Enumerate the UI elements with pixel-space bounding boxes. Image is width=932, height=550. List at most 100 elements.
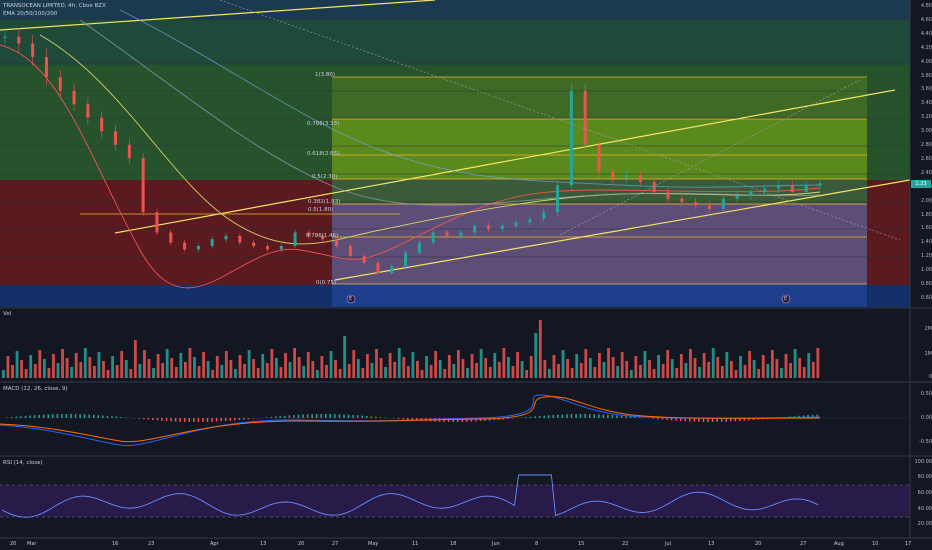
fib-zones: [0, 0, 910, 307]
earnings-marker-1[interactable]: E: [349, 296, 353, 302]
volume-bar: [420, 370, 424, 378]
macd-hist-bar: [74, 414, 77, 418]
macd-hist-bar: [302, 414, 304, 418]
macd-hist-bar: [652, 418, 655, 419]
candle-body: [335, 239, 339, 246]
volume-bar: [434, 351, 438, 378]
volume-bar: [511, 366, 515, 378]
volume-bar: [548, 369, 551, 378]
volume-bar: [752, 360, 756, 378]
volume-bar: [234, 369, 237, 378]
time-tick: 20: [298, 541, 305, 547]
candle-body: [238, 235, 242, 243]
volume-bar: [607, 348, 610, 378]
volume-bar: [534, 333, 538, 378]
macd-hist-bar: [457, 418, 459, 422]
volume-bar: [206, 361, 210, 378]
volume-bar: [725, 352, 729, 378]
volume-bar: [488, 367, 492, 378]
macd-hist-bar: [639, 417, 641, 418]
volume-bar: [174, 367, 178, 378]
macd-hist-bar: [811, 414, 814, 418]
volume-bar: [484, 358, 488, 378]
candle-body: [569, 90, 573, 186]
volume-bar: [616, 366, 620, 378]
volume-bar: [70, 367, 74, 378]
candle-body: [224, 235, 228, 240]
candle-body: [417, 242, 421, 253]
macd-hist-bar: [238, 418, 241, 420]
macd-hist-bar: [661, 418, 664, 420]
macd-hist-bar: [170, 418, 172, 422]
candle-body: [17, 36, 21, 44]
candle-body: [445, 232, 449, 236]
volume-bar: [252, 359, 256, 378]
macd-hist-bar: [716, 418, 718, 422]
time-tick: Jun: [492, 541, 500, 547]
macd-hist-bar: [247, 418, 250, 420]
price-tick: 3.00: [920, 128, 932, 135]
volume-bar: [197, 366, 201, 378]
fib-label-0618: 0.618(2.65): [307, 151, 340, 157]
macd-hist-bar: [206, 418, 209, 422]
macd-hist-bar: [679, 418, 682, 421]
volume-bar: [507, 357, 510, 378]
volume-bar: [730, 361, 733, 378]
volume-bar: [138, 364, 142, 378]
macd-hist-bar: [802, 415, 805, 418]
volume-bar: [689, 349, 692, 378]
macd-hist-bar: [393, 418, 395, 419]
volume-bar: [557, 364, 560, 378]
macd-hist-bar: [347, 414, 350, 418]
volume-bar: [329, 351, 333, 378]
macd-hist-bar: [243, 418, 245, 420]
volume-bar: [20, 360, 23, 378]
volume-bar: [133, 340, 137, 378]
macd-hist-bar: [147, 418, 150, 420]
fib-label-05: 0.5(2.30): [312, 174, 338, 180]
time-tick: 15: [578, 541, 585, 547]
volume-bar: [470, 354, 474, 378]
volume-bar: [629, 370, 633, 378]
macd-hist-bar: [215, 418, 218, 422]
candle-body: [459, 232, 463, 236]
macd-hist-bar: [83, 414, 86, 418]
volume-bar: [11, 365, 14, 378]
volume-bar: [275, 358, 278, 378]
candle-body: [3, 36, 7, 38]
fib-label-1: 1(3.80): [315, 72, 336, 78]
candle-body: [749, 192, 753, 196]
volume-bar: [602, 362, 606, 378]
macd-hist-bar: [552, 414, 555, 418]
candle-body: [307, 232, 311, 236]
macd-hist-bar: [730, 418, 732, 422]
candle-body: [638, 175, 642, 182]
macd-hist-bar: [143, 418, 145, 420]
candle-body: [625, 175, 629, 179]
fib-lines: [80, 76, 867, 285]
volume-bar: [74, 353, 78, 378]
earnings-markers[interactable]: [346, 294, 791, 304]
earnings-marker-2[interactable]: E: [784, 296, 788, 302]
rsi-tick-20: 20.00: [917, 521, 932, 527]
candle-body: [721, 198, 725, 209]
volume-bar: [461, 359, 465, 378]
macd-hist-bar: [56, 414, 59, 418]
volume-bar: [675, 368, 679, 378]
volume-bar: [598, 353, 601, 378]
macd-hist-bar: [739, 418, 741, 422]
candle-body: [597, 144, 601, 172]
time-tick: 8: [535, 541, 539, 547]
volume-bar: [120, 351, 124, 378]
volume-bar: [170, 358, 174, 378]
macd-hist-bar: [356, 415, 359, 418]
volume-bar: [397, 348, 401, 378]
macd-hist-bar: [38, 414, 40, 418]
candle-body: [542, 212, 546, 219]
volume-bar: [202, 352, 205, 378]
volume-bar: [284, 353, 287, 378]
macd-label: MACD (12, 26, close, 9): [3, 386, 68, 392]
macd-hist-bar: [538, 415, 541, 418]
macd-hist-bar: [120, 416, 122, 418]
